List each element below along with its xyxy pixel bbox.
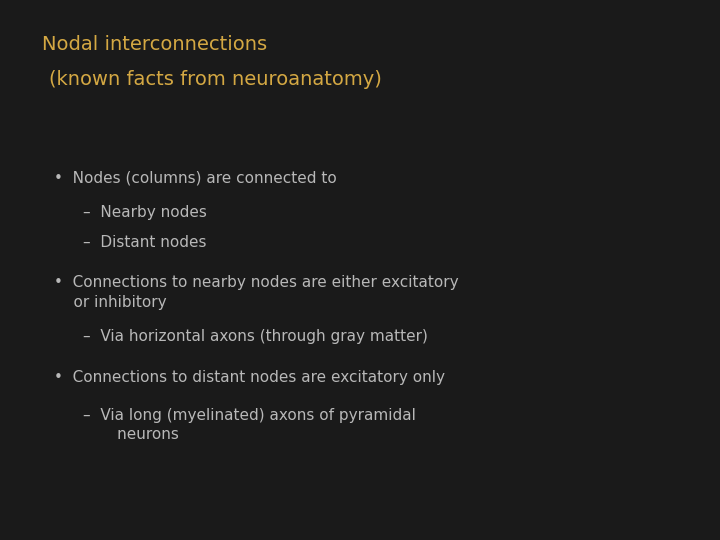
Text: •  Connections to nearby nodes are either excitatory
    or inhibitory: • Connections to nearby nodes are either…: [54, 275, 459, 309]
Text: Nodal interconnections: Nodal interconnections: [42, 35, 267, 54]
Text: –  Via horizontal axons (through gray matter): – Via horizontal axons (through gray mat…: [83, 329, 428, 345]
Text: (known facts from neuroanatomy): (known facts from neuroanatomy): [49, 70, 382, 89]
Text: –  Nearby nodes: – Nearby nodes: [83, 205, 207, 220]
Text: –  Distant nodes: – Distant nodes: [83, 235, 207, 250]
Text: •  Connections to distant nodes are excitatory only: • Connections to distant nodes are excit…: [54, 370, 445, 385]
Text: •  Nodes (columns) are connected to: • Nodes (columns) are connected to: [54, 170, 337, 185]
Text: –  Via long (myelinated) axons of pyramidal
       neurons: – Via long (myelinated) axons of pyramid…: [83, 408, 415, 442]
